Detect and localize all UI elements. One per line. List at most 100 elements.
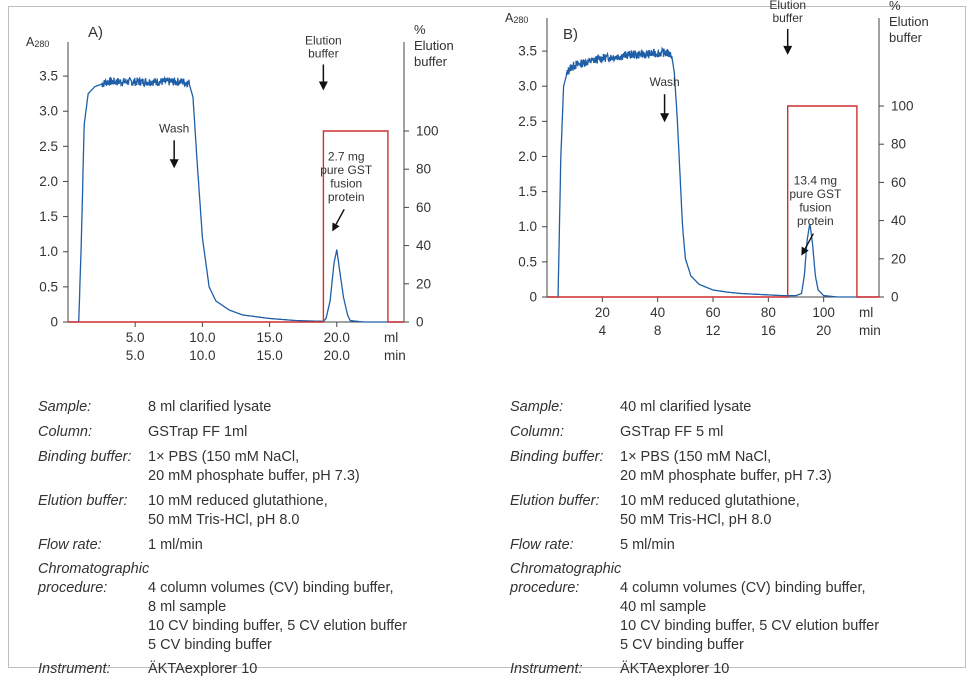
b-annotation-3-text-line-2: pure GST [789, 187, 842, 201]
a-info-value: 1× PBS (150 mM NaCl, 20 mM phosphate buf… [148, 449, 360, 484]
b-x-tick-label-ml: 80 [761, 305, 776, 320]
b-info-value: ÄKTAexplorer 10 [620, 661, 730, 677]
b-left-tick-label: 1.0 [518, 219, 537, 234]
b-info-label: Elution buffer: [510, 493, 600, 509]
a-annotation-3-text-line-2: pure GST [320, 163, 373, 177]
a-info-row: Instrument: ÄKTAexplorer 10 [38, 660, 407, 679]
b-annotation-1-arrow-head [660, 113, 670, 123]
b-y-left-label: A280 [505, 11, 528, 25]
b-info-value: 1× PBS (150 mM NaCl, 20 mM phosphate buf… [620, 449, 832, 484]
b-info-label: Column: [510, 424, 564, 440]
b-left-tick-label: 0 [529, 290, 537, 305]
a-y-right-label-line-3: buffer [414, 54, 448, 69]
b-annotation-1-text: Wash [649, 75, 679, 89]
b-x-tick-label-ml: 40 [650, 305, 665, 320]
a-annotation-3-text-line-3: fusion [330, 176, 362, 190]
a-annotation-3-arrow-head [332, 222, 340, 232]
conditions-b: Sample: 40 ml clarified lysate Column: GSTr… [510, 398, 879, 679]
a-x-tick-label-min: 15.0 [256, 348, 282, 363]
a-annotation-3-text-line-1: 2.7 mg [328, 149, 365, 163]
a-right-tick-label: 20 [416, 276, 431, 291]
b-right-tick-label: 80 [891, 137, 906, 152]
b-info-label: procedure: [510, 580, 580, 596]
b-y-right-label-line-1: % [889, 0, 901, 13]
b-annotation-3-text-line-4: protein [797, 214, 834, 228]
b-info-value [620, 560, 879, 579]
a-info-label: Binding buffer: [38, 449, 132, 465]
a-x-tick-label-min: 20.0 [324, 348, 350, 363]
b-x-tick-label-min: 12 [705, 323, 720, 338]
a-x-tick-label-min: 5.0 [126, 348, 145, 363]
a-right-tick-label: 60 [416, 200, 431, 215]
a-left-tick-label: 2.0 [39, 174, 58, 189]
b-right-tick-label: 0 [891, 290, 899, 305]
a-info-value [148, 560, 407, 579]
b-left-tick-label: 2.0 [518, 149, 537, 164]
a-info-label: Flow rate: [38, 537, 102, 553]
b-info-label: Sample: [510, 399, 564, 415]
a-annotation-2-text-line-2: buffer [308, 46, 338, 60]
b-x-unit-ml: ml [859, 305, 873, 320]
a-info-row: Column: GSTrap FF 1ml [38, 423, 407, 442]
b-annotation-2-text-line-2: buffer [772, 11, 802, 25]
b-annotation-2-text-line-1: Elution [769, 0, 806, 12]
a-x-unit-ml: ml [384, 330, 398, 345]
a-info-row: procedure: 4 column volumes (CV) binding … [38, 579, 407, 655]
a-absorbance-line [68, 75, 404, 323]
a-panel-label: A) [88, 24, 103, 41]
a-right-tick-label: 40 [416, 238, 431, 253]
b-x-tick-label-ml: 60 [705, 305, 720, 320]
a-info-row: Binding buffer: 1× PBS (150 mM NaCl, 20 m… [38, 448, 407, 486]
a-left-tick-label: 1.0 [39, 244, 58, 259]
b-x-unit-min: min [859, 323, 881, 338]
b-info-row: Column: GSTrap FF 5 ml [510, 423, 879, 442]
a-left-tick-label: 0.5 [39, 279, 58, 294]
a-x-unit-min: min [384, 348, 406, 363]
b-x-tick-label-min: 4 [599, 323, 607, 338]
a-y-right-label-line-1: % [414, 22, 426, 37]
b-info-row: Chromatographic [510, 560, 879, 579]
a-annotation-3-arrow-shaft [335, 209, 345, 225]
a-elution-step-line [68, 130, 404, 323]
a-left-tick-label: 1.5 [39, 209, 58, 224]
a-info-row: Sample: 8 ml clarified lysate [38, 398, 407, 417]
a-info-label: Column: [38, 424, 92, 440]
b-x-tick-label-ml: 20 [595, 305, 610, 320]
b-info-value: 10 mM reduced glutathione, 50 mM Tris-HC… [620, 493, 800, 528]
b-right-tick-label: 20 [891, 251, 906, 266]
figure-frame [8, 6, 966, 668]
a-y-left-label: A280 [26, 35, 49, 49]
b-info-value: 4 column volumes (CV) binding buffer, 40… [620, 580, 880, 653]
a-info-label: Sample: [38, 399, 92, 415]
a-annotation-1-arrow-head [169, 159, 179, 169]
b-right-tick-label: 40 [891, 213, 906, 228]
a-info-label: Elution buffer: [38, 493, 128, 509]
a-info-label: Chromatographic [38, 561, 150, 577]
b-info-value: 5 ml/min [620, 537, 675, 553]
a-annotation-3-text-line-4: protein [328, 190, 365, 204]
b-left-tick-label: 0.5 [518, 254, 537, 269]
a-annotation-2-text-line-1: Elution [305, 33, 342, 47]
b-x-tick-label-min: 8 [654, 323, 662, 338]
b-annotation-3-text-line-1: 13.4 mg [794, 174, 837, 188]
a-x-tick-label-ml: 15.0 [256, 330, 282, 345]
a-right-tick-label: 0 [416, 315, 424, 330]
a-y-left-label-sub: 280 [34, 39, 49, 49]
a-left-tick-label: 3.5 [39, 69, 58, 84]
a-left-tick-label: 0 [50, 315, 58, 330]
b-info-row: Instrument: ÄKTAexplorer 10 [510, 660, 879, 679]
b-info-label: Binding buffer: [510, 449, 604, 465]
b-panel-label: B) [563, 26, 578, 43]
a-x-tick-label-ml: 5.0 [126, 330, 145, 345]
b-annotation-3-text-line-3: fusion [799, 201, 831, 215]
b-annotation-3-arrow-shaft [804, 233, 814, 249]
a-y-right-label-line-2: Elution [414, 38, 454, 53]
b-info-label: Chromatographic [510, 561, 622, 577]
a-info-row: Flow rate: 1 ml/min [38, 536, 407, 555]
a-info-value: 8 ml clarified lysate [148, 399, 272, 415]
b-left-tick-label: 3.0 [518, 79, 537, 94]
b-y-right-label-line-2: Elution [889, 14, 929, 29]
b-info-row: Flow rate: 5 ml/min [510, 536, 879, 555]
b-info-value: 40 ml clarified lysate [620, 399, 752, 415]
a-info-value: GSTrap FF 1ml [148, 424, 248, 440]
